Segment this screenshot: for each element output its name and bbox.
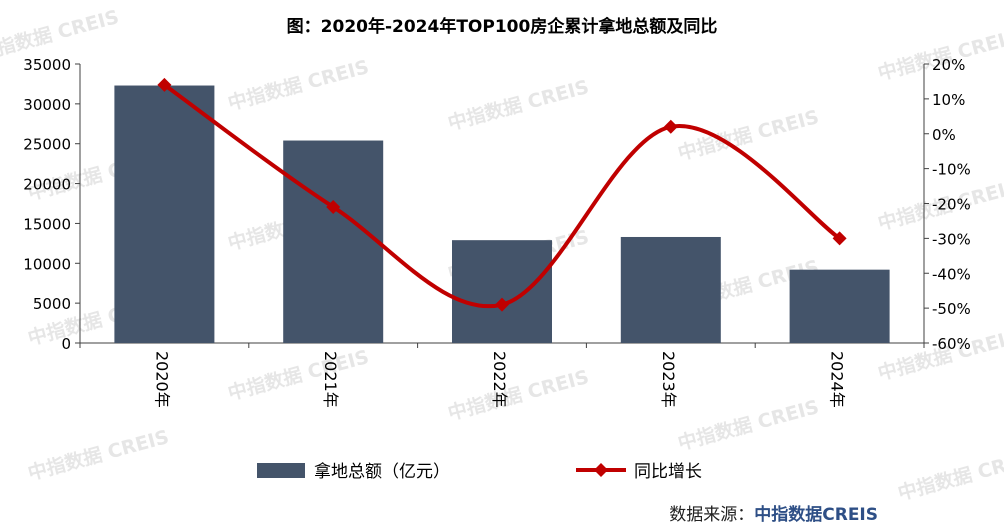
watermark-text: 中指数据 CREIS bbox=[445, 365, 591, 425]
y-right-tick-label: -60% bbox=[932, 335, 971, 353]
watermark-text: 中指数据 CREIS bbox=[445, 75, 591, 135]
y-left-tick-label: 35000 bbox=[23, 56, 71, 74]
y-left-tick-label: 25000 bbox=[23, 136, 71, 154]
bar-series bbox=[114, 85, 890, 343]
x-tick-label: 2024年 bbox=[828, 351, 847, 408]
chart-title: 图：2020年-2024年TOP100房企累计拿地总额及同比 bbox=[287, 16, 718, 37]
bar bbox=[114, 85, 215, 343]
y-right-tick-label: -20% bbox=[932, 196, 971, 214]
source-label: 数据来源： bbox=[669, 505, 755, 525]
axes: 0 5000 10000 15000 20000 25000 30000 35000 -60% -… bbox=[23, 56, 970, 408]
y-left-tick-label: 30000 bbox=[23, 96, 71, 114]
y-right-tick-label: -10% bbox=[932, 161, 971, 179]
y-left-tick-label: 5000 bbox=[33, 295, 71, 313]
watermark-text: 中指数据 CREIS bbox=[895, 445, 1004, 505]
legend-bar-label: 拿地总额（亿元） bbox=[314, 461, 450, 482]
watermark-text: 中指数据 CREIS bbox=[875, 25, 1004, 85]
watermark-text: 中指数据 CREIS bbox=[225, 345, 371, 405]
bar bbox=[452, 240, 552, 343]
x-tick-label: 2022年 bbox=[490, 351, 509, 408]
watermark-text: 中指数据 CREIS bbox=[25, 425, 171, 485]
bar bbox=[283, 140, 384, 343]
legend-bar-swatch bbox=[257, 463, 305, 478]
legend: 拿地总额（亿元） 同比增长 bbox=[257, 461, 702, 482]
y-left-tick-label: 10000 bbox=[23, 255, 71, 273]
x-tick-label: 2023年 bbox=[659, 351, 678, 408]
y-left-tick-label: 20000 bbox=[23, 176, 71, 194]
bar bbox=[620, 236, 721, 343]
line-series bbox=[157, 77, 847, 312]
y-right-tick-label: -40% bbox=[932, 265, 971, 283]
y-left-tick-label: 0 bbox=[61, 335, 71, 353]
y-right-tick-label: -30% bbox=[932, 230, 971, 248]
legend-line-label: 同比增长 bbox=[634, 462, 702, 482]
y-left-tick-label: 15000 bbox=[23, 215, 71, 233]
x-tick-label: 2020年 bbox=[152, 351, 171, 408]
line-point bbox=[495, 297, 509, 312]
bar bbox=[789, 269, 890, 343]
y-right-tick-label: 0% bbox=[932, 126, 956, 144]
line-point bbox=[157, 77, 172, 92]
watermark-text: 中指数据 CREIS bbox=[675, 395, 821, 455]
source-brand: 中指数据CREIS bbox=[754, 505, 878, 525]
y-right-tick-label: 20% bbox=[932, 56, 965, 74]
watermark-text: 中指数据 CREIS bbox=[225, 55, 371, 115]
line-point bbox=[832, 231, 847, 246]
x-tick-label: 2021年 bbox=[321, 351, 340, 408]
legend-line-marker bbox=[594, 463, 608, 477]
source-note: 数据来源：中指数据CREIS bbox=[669, 500, 878, 525]
line-point bbox=[663, 119, 678, 134]
line-point bbox=[326, 199, 341, 214]
y-right-tick-label: -50% bbox=[932, 300, 971, 318]
y-right-tick-label: 10% bbox=[932, 91, 965, 109]
